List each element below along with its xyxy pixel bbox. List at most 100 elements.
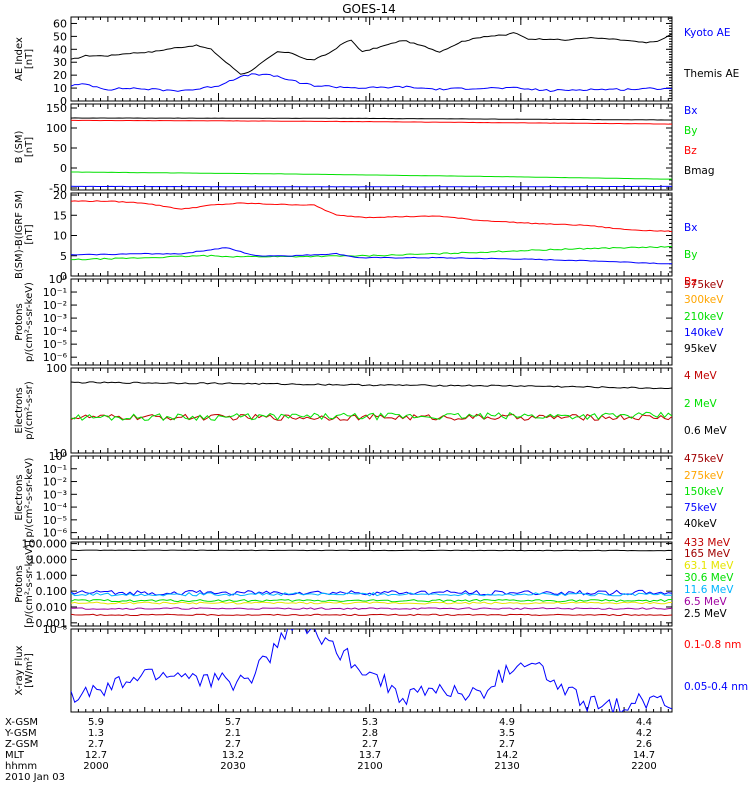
y-axis-label: Protons	[14, 303, 25, 340]
y-axis-label: [nT]	[24, 137, 35, 157]
legend-entry: Bmag	[684, 165, 715, 177]
x-tick-value: 2.8	[362, 728, 378, 739]
y-tick-label: 10⁻²	[43, 476, 67, 489]
y-tick-label: -50	[49, 182, 67, 195]
series-line-bz	[71, 200, 672, 233]
y-axis-label: B(SM)-B(IGRF SM)	[14, 190, 25, 279]
panel-bsm: -50 0 50 100 150 B (SM) [nT] Bx By Bz Bmag	[14, 102, 715, 195]
y-tick-label: 10⁰	[49, 273, 68, 286]
y-tick-label: 10	[53, 447, 67, 460]
x-row-label: Y-GSM	[4, 728, 37, 739]
x-tick-value: 2.7	[362, 739, 378, 750]
y-tick-label: 15	[53, 209, 67, 222]
series-line-by	[71, 171, 672, 180]
y-tick-label: 1.000	[36, 569, 68, 582]
legend-entry: Bx	[684, 105, 697, 117]
y-tick-label: 10⁻⁵	[43, 338, 67, 351]
legend-entry: 6.5 MeV	[684, 596, 728, 608]
y-axis-label: p/(cm²-s-sr-keV)	[24, 457, 35, 537]
series-line-165-mev	[71, 613, 672, 617]
series-line-by	[71, 245, 672, 261]
panel-frame	[70, 192, 673, 277]
y-axis-label: [W/m²]	[24, 653, 35, 688]
series-line-63-1-mev	[71, 607, 672, 610]
x-tick-value: 5.9	[88, 717, 104, 728]
y-tick-label: 60	[53, 17, 67, 30]
legend-entry: 140keV	[684, 327, 724, 339]
y-tick-label: 10⁻³	[43, 312, 67, 325]
series-line-bz	[71, 119, 672, 125]
x-tick-value: 2100	[357, 761, 382, 772]
y-tick-label: 10⁻²	[43, 299, 67, 312]
y-tick-label: 10⁻⁵	[43, 514, 67, 527]
legend-entry: 575keV	[684, 279, 724, 291]
legend-entry: 63.1 MeV	[684, 560, 734, 572]
y-tick-label: 0.001	[36, 617, 68, 630]
panel-frame	[70, 367, 673, 454]
series-line-11-6-mev	[71, 598, 672, 603]
y-tick-label: 150	[46, 102, 67, 115]
y-tick-label: 10	[53, 82, 67, 95]
y-tick-label: 10⁻³	[43, 488, 67, 501]
legend-entry: 75keV	[684, 502, 718, 514]
legend-entry: 95keV	[684, 343, 718, 355]
legend-entry: 2.5 MeV	[684, 608, 728, 620]
legend-entry: Bx	[684, 222, 697, 234]
series-line-0-1-0-8-nm	[71, 533, 672, 589]
x-tick-value: 3.5	[499, 728, 515, 739]
x-tick-value: 14.2	[496, 750, 518, 761]
y-tick-label: 0.100	[36, 585, 68, 598]
x-tick-value: 2030	[220, 761, 245, 772]
panel-frame	[70, 16, 673, 102]
x-tick-value: 12.7	[85, 750, 107, 761]
legend-entry: 210keV	[684, 311, 724, 323]
legend-entry: Bz	[684, 276, 697, 288]
legend-entry: 4 MeV	[684, 370, 718, 382]
series-line-kyoto-ae	[71, 32, 672, 75]
y-tick-label: 0	[60, 162, 67, 175]
panel-frame	[70, 455, 673, 540]
series-line-30-6-mev	[71, 601, 672, 605]
y-axis-label: [nT]	[24, 224, 35, 244]
series-line-6-5-mev	[71, 592, 672, 597]
y-axis-label: Electrons	[14, 387, 25, 433]
y-tick-label: 30	[53, 56, 67, 69]
y-tick-label: 0	[60, 95, 67, 108]
legend-entry: 475keV	[684, 453, 724, 465]
legend-entry: Bz	[684, 145, 697, 157]
date-label: 2010 Jan 03	[5, 772, 65, 783]
legend-entry: 300keV	[684, 294, 724, 306]
y-axis-label: Protons	[14, 565, 25, 602]
legend-entry: 40keV	[684, 518, 718, 530]
y-tick-label: 0.010	[36, 601, 68, 614]
series-line-bx	[71, 185, 672, 188]
panel-frame	[70, 278, 673, 366]
legend-entry: 11.6 MeV	[684, 584, 734, 596]
x-tick-value: 2.7	[225, 739, 241, 750]
x-row-label: MLT	[5, 750, 25, 761]
chart-title: GOES-14	[342, 2, 396, 16]
x-tick-value: 4.2	[636, 728, 652, 739]
x-tick-value: 1.3	[88, 728, 104, 739]
x-tick-value: 2200	[631, 761, 656, 772]
y-axis-label: [p/(cm²-s-sr-keV)]	[24, 540, 35, 628]
y-tick-label: 10⁻¹	[43, 286, 67, 299]
legend-entry: 0.05-0.4 nm	[684, 681, 748, 693]
y-tick-label: 10	[53, 230, 67, 243]
legend-entry: By	[684, 249, 697, 261]
y-tick-label: 50	[53, 142, 67, 155]
y-tick-label: 100.000	[22, 538, 68, 551]
panel-frame	[70, 628, 673, 713]
x-tick-value: 4.9	[499, 717, 515, 728]
panel-xray: 10⁻⁸ X-ray Flux [W/m²] 0.1-0.8 nm 0.05-0.4 n…	[14, 533, 748, 713]
legend-entry: 150keV	[684, 486, 724, 498]
y-tick-label: 10⁻¹	[43, 463, 67, 476]
y-axis-label: p/(cm²-s-sr)	[24, 381, 35, 440]
legend-entry: Themis AE	[683, 68, 739, 80]
series-line-0-6-mev	[71, 381, 672, 390]
y-tick-label: 50	[53, 30, 67, 43]
y-tick-label: 0	[60, 270, 67, 283]
